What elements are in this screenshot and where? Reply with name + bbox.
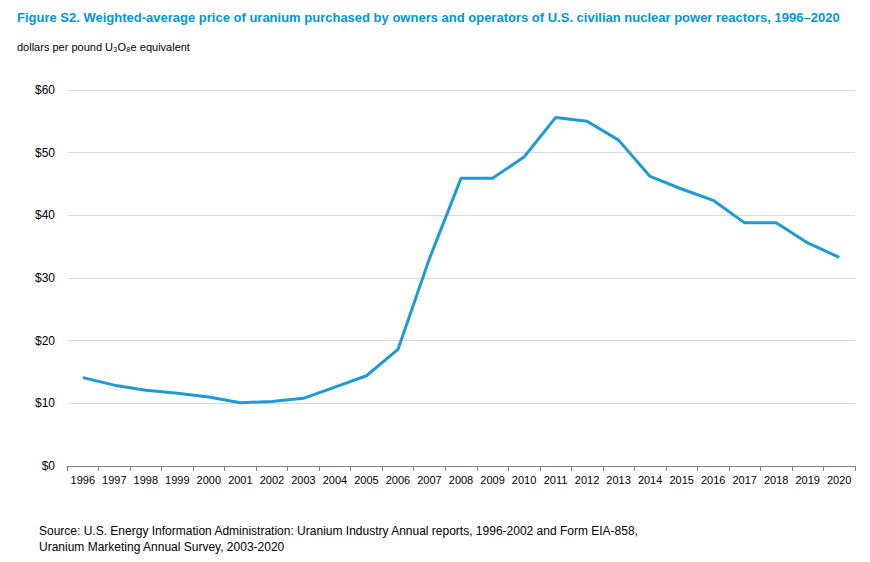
svg-text:2004: 2004 (323, 474, 347, 486)
svg-text:2001: 2001 (228, 474, 252, 486)
svg-text:Figure S2. Weighted-average pr: Figure S2. Weighted-average price of ura… (17, 10, 840, 25)
svg-text:2020: 2020 (827, 474, 851, 486)
svg-text:2015: 2015 (669, 474, 693, 486)
svg-text:2008: 2008 (449, 474, 473, 486)
svg-text:$10: $10 (35, 396, 55, 410)
svg-text:Uranium Marketing Annual Surve: Uranium Marketing Annual Survey, 2003-20… (39, 540, 285, 554)
svg-text:1998: 1998 (134, 474, 158, 486)
svg-text:2002: 2002 (260, 474, 284, 486)
svg-text:2005: 2005 (354, 474, 378, 486)
svg-text:2006: 2006 (386, 474, 410, 486)
svg-text:$50: $50 (35, 146, 55, 160)
svg-text:2012: 2012 (575, 474, 599, 486)
svg-text:$20: $20 (35, 334, 55, 348)
svg-text:1997: 1997 (102, 474, 126, 486)
svg-text:2007: 2007 (417, 474, 441, 486)
svg-text:2017: 2017 (732, 474, 756, 486)
svg-text:2011: 2011 (544, 474, 568, 486)
svg-text:Source: U.S. Energy Informatio: Source: U.S. Energy Information Administ… (39, 524, 641, 538)
svg-text:2018: 2018 (764, 474, 788, 486)
svg-text:1996: 1996 (71, 474, 95, 486)
svg-text:$0: $0 (42, 459, 56, 473)
svg-text:2003: 2003 (291, 474, 315, 486)
svg-text:$30: $30 (35, 271, 55, 285)
svg-text:2013: 2013 (606, 474, 630, 486)
svg-text:$60: $60 (35, 83, 55, 97)
svg-text:2019: 2019 (795, 474, 819, 486)
svg-text:dollars per pound U₃O₈e equiva: dollars per pound U₃O₈e equivalent (17, 41, 190, 53)
svg-text:2000: 2000 (197, 474, 221, 486)
svg-text:2014: 2014 (638, 474, 662, 486)
svg-text:2010: 2010 (512, 474, 536, 486)
svg-text:$40: $40 (35, 208, 55, 222)
svg-text:2016: 2016 (701, 474, 725, 486)
svg-text:1999: 1999 (165, 474, 189, 486)
svg-text:2009: 2009 (480, 474, 504, 486)
